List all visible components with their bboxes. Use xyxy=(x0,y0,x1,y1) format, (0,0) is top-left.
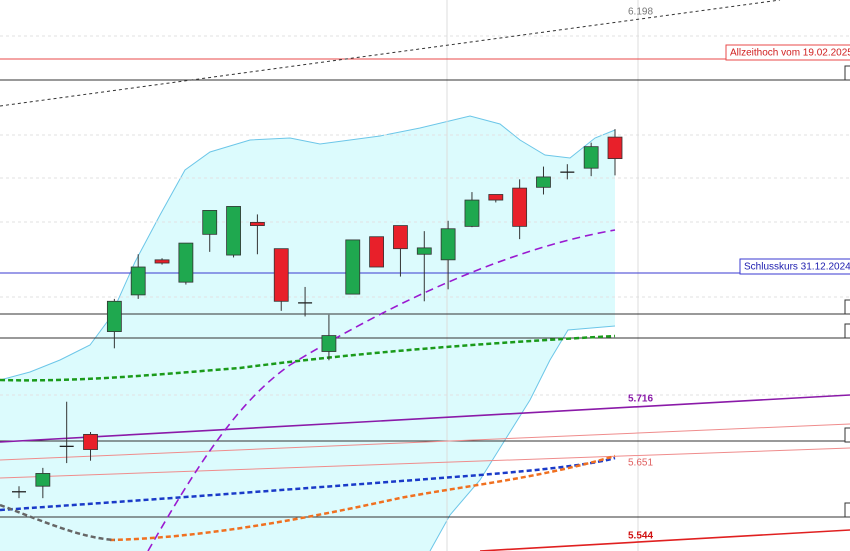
candle-body xyxy=(369,236,385,268)
moving-average xyxy=(0,456,616,512)
candle-body xyxy=(607,136,623,160)
candle-body xyxy=(512,187,528,227)
candle-body xyxy=(178,242,194,283)
candle-body xyxy=(416,247,432,255)
candle-body xyxy=(393,225,408,250)
candle-body xyxy=(202,210,218,235)
grid xyxy=(0,35,850,396)
candle-body xyxy=(583,146,599,169)
annotation: 5.716 xyxy=(628,394,653,405)
moving-average xyxy=(0,334,616,382)
candle-body xyxy=(83,433,98,450)
trend-line xyxy=(0,0,781,107)
candle-body xyxy=(106,300,122,332)
trend-line xyxy=(0,423,850,461)
annotation: 5.544 xyxy=(628,531,653,542)
candle-body xyxy=(249,221,265,226)
annotation-box xyxy=(725,44,850,61)
trend-line xyxy=(479,529,850,551)
candle-body xyxy=(536,176,551,188)
annotation: 6.198 xyxy=(628,7,653,18)
annotation: Schlusskurs 31.12.2024 - xyxy=(744,262,850,273)
candle-body xyxy=(226,206,241,256)
candles xyxy=(12,129,623,499)
candle-body xyxy=(130,266,146,296)
candle-body xyxy=(154,259,170,264)
moving-average xyxy=(147,229,616,551)
bollinger-band xyxy=(0,116,615,551)
trend-line xyxy=(0,447,850,479)
trend-line xyxy=(0,394,850,443)
bollinger-left xyxy=(0,317,111,381)
candle-body xyxy=(321,335,337,352)
bollinger-lower xyxy=(429,325,616,551)
annotation: Allzeithoch vom 19.02.2025 / xyxy=(730,48,850,59)
candle-body xyxy=(345,239,361,295)
candle-body xyxy=(35,473,51,487)
candle-body xyxy=(440,228,456,261)
annotation-box xyxy=(739,258,850,275)
edge-markers xyxy=(844,65,850,518)
moving-average xyxy=(109,454,616,542)
moving-average xyxy=(0,503,116,542)
candle-body xyxy=(273,248,289,302)
candle-body xyxy=(488,194,504,201)
candle-body xyxy=(464,199,480,227)
annotation: 5.651 xyxy=(628,458,653,469)
